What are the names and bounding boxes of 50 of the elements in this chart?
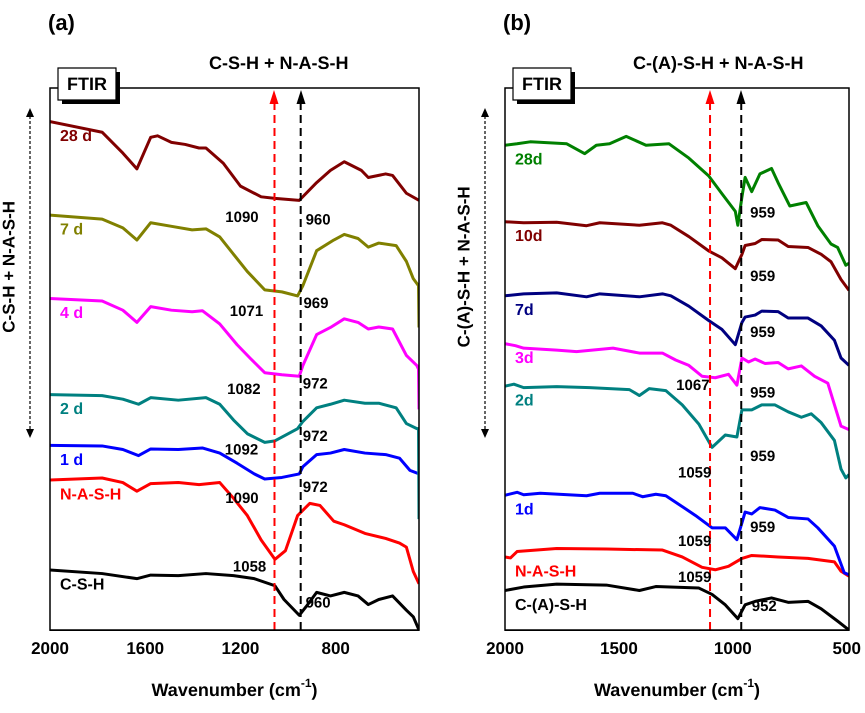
x-tick-label: 1600: [126, 638, 164, 658]
series-label: 4 d: [60, 304, 84, 322]
text: FTIR: [522, 74, 562, 94]
annotation: 960: [306, 212, 331, 229]
text: (a): [48, 10, 75, 36]
x-tick-label: 2000: [486, 638, 524, 658]
x-tick-label: 800: [321, 638, 350, 658]
annotation: 1058: [232, 558, 266, 576]
annotation: 1059: [678, 464, 712, 482]
annotation: 1092: [224, 442, 258, 459]
series-label: N-A-S-H: [60, 486, 122, 504]
series-label: 2 d: [60, 400, 84, 418]
chart-title: C-(A)-S-H + N-A-S-H: [633, 52, 804, 73]
x-tick-label: 1200: [222, 638, 260, 658]
annotation: 959: [750, 384, 776, 402]
x-tick-label: 2000: [31, 638, 69, 658]
annotation: 1067: [676, 376, 710, 394]
x-tick-label: 1500: [600, 638, 638, 658]
x-tick-label: 1000: [714, 638, 752, 658]
annotation: 1059: [678, 568, 712, 586]
series-label: 28d: [515, 152, 543, 169]
x-tick-label: 500: [832, 638, 861, 658]
annotation: 1090: [225, 208, 259, 226]
annotation: 972: [302, 479, 328, 496]
annotation: 1082: [227, 380, 261, 398]
annotation: 1059: [678, 532, 712, 550]
annotation: 959: [750, 518, 776, 536]
annotation: 959: [750, 448, 776, 466]
annotation: 972: [302, 375, 328, 392]
text: (b): [503, 10, 532, 36]
text: FTIR: [66, 74, 107, 94]
series-label: C-(A)-S-H: [515, 596, 587, 614]
series-label: 2d: [515, 392, 534, 410]
annotation: 959: [750, 268, 776, 285]
series-label: 1d: [515, 502, 534, 519]
annotation: 1071: [230, 303, 264, 320]
annotation: 969: [303, 295, 328, 312]
annotation: 959: [750, 204, 776, 222]
series-label: 3d: [515, 350, 534, 368]
chart-title: C-S-H + N-A-S-H: [209, 52, 349, 73]
annotation: 972: [302, 428, 328, 445]
series-label: 7d: [515, 302, 534, 320]
series-label: 7 d: [60, 222, 84, 239]
series-label: N-A-S-H: [515, 563, 576, 580]
y-axis-title: C-S-H + N-A-S-H: [0, 200, 19, 333]
series-label: 10d: [515, 228, 543, 246]
series-label: 1 d: [60, 452, 84, 469]
y-axis-title: C-(A)-S-H + N-A-S-H: [454, 186, 474, 348]
series-label: C-S-H: [60, 576, 104, 594]
annotation: 959: [750, 324, 776, 341]
